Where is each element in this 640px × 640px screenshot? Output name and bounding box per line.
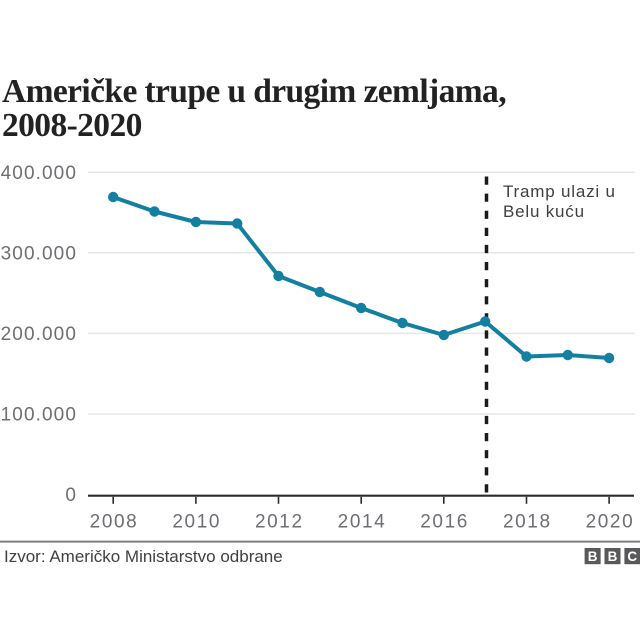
svg-text:2012: 2012	[255, 512, 304, 533]
svg-text:300.000: 300.000	[1, 243, 77, 264]
svg-text:2020: 2020	[586, 512, 635, 533]
svg-text:0: 0	[65, 485, 77, 506]
svg-text:2018: 2018	[503, 512, 552, 533]
svg-text:C: C	[627, 549, 637, 564]
svg-text:B: B	[608, 549, 618, 564]
svg-text:100.000: 100.000	[1, 405, 77, 426]
svg-text:400.000: 400.000	[1, 163, 77, 184]
svg-text:2010: 2010	[172, 512, 221, 533]
svg-text:2008: 2008	[90, 512, 139, 533]
svg-text:2014: 2014	[338, 512, 387, 533]
svg-text:200.000: 200.000	[1, 324, 77, 345]
svg-text:B: B	[588, 549, 598, 564]
svg-text:2016: 2016	[420, 512, 469, 533]
